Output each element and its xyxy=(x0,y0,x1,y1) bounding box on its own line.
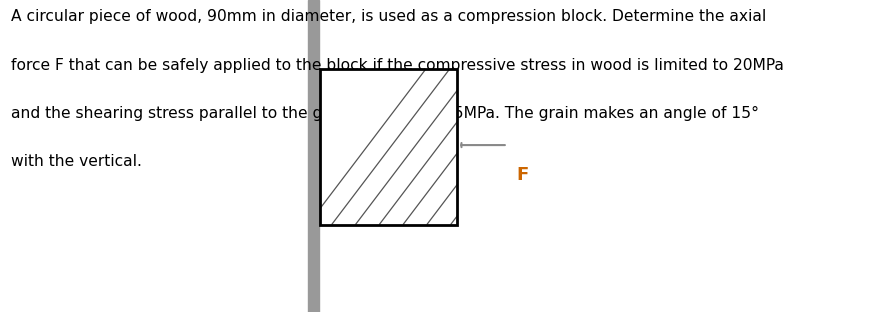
Text: F: F xyxy=(517,166,529,184)
Text: A circular piece of wood, 90mm in diameter, is used as a compression block. Dete: A circular piece of wood, 90mm in diamet… xyxy=(11,9,766,24)
Text: with the vertical.: with the vertical. xyxy=(11,154,141,169)
Bar xyxy=(320,69,457,225)
Bar xyxy=(308,0,319,312)
Text: and the shearing stress parallel to the grain is limited to 5MPa. The grain make: and the shearing stress parallel to the … xyxy=(11,106,758,121)
Text: force F that can be safely applied to the block if the compressive stress in woo: force F that can be safely applied to th… xyxy=(11,58,783,73)
Bar xyxy=(320,69,457,225)
Bar xyxy=(320,69,457,225)
